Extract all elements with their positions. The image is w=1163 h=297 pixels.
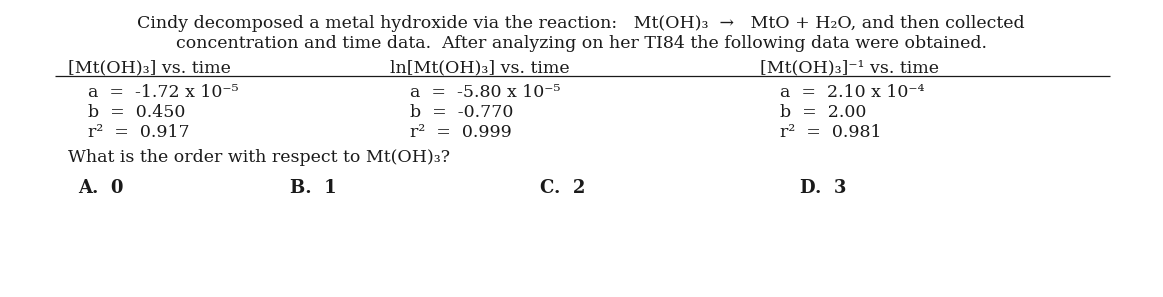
Text: C.  2: C. 2 <box>540 179 585 197</box>
Text: D.  3: D. 3 <box>800 179 847 197</box>
Text: b  =  0.450: b = 0.450 <box>88 104 185 121</box>
Text: a  =  -5.80 x 10⁻⁵: a = -5.80 x 10⁻⁵ <box>411 84 561 101</box>
Text: ln[Mt(OH)₃] vs. time: ln[Mt(OH)₃] vs. time <box>390 59 570 76</box>
Text: b  =  -0.770: b = -0.770 <box>411 104 513 121</box>
Text: b  =  2.00: b = 2.00 <box>780 104 866 121</box>
Text: r²  =  0.999: r² = 0.999 <box>411 124 512 141</box>
Text: r²  =  0.981: r² = 0.981 <box>780 124 882 141</box>
Text: a  =  2.10 x 10⁻⁴: a = 2.10 x 10⁻⁴ <box>780 84 925 101</box>
Text: [Mt(OH)₃]⁻¹ vs. time: [Mt(OH)₃]⁻¹ vs. time <box>759 59 939 76</box>
Text: r²  =  0.917: r² = 0.917 <box>88 124 190 141</box>
Text: What is the order with respect to Mt(OH)₃?: What is the order with respect to Mt(OH)… <box>67 149 450 166</box>
Text: [Mt(OH)₃] vs. time: [Mt(OH)₃] vs. time <box>67 59 231 76</box>
Text: concentration and time data.  After analyzing on her TI84 the following data wer: concentration and time data. After analy… <box>176 35 986 52</box>
Text: B.  1: B. 1 <box>290 179 336 197</box>
Text: A.  0: A. 0 <box>78 179 123 197</box>
Text: a  =  -1.72 x 10⁻⁵: a = -1.72 x 10⁻⁵ <box>88 84 238 101</box>
Text: Cindy decomposed a metal hydroxide via the reaction:   Mt(OH)₃  →   MtO + H₂O, a: Cindy decomposed a metal hydroxide via t… <box>137 15 1025 32</box>
